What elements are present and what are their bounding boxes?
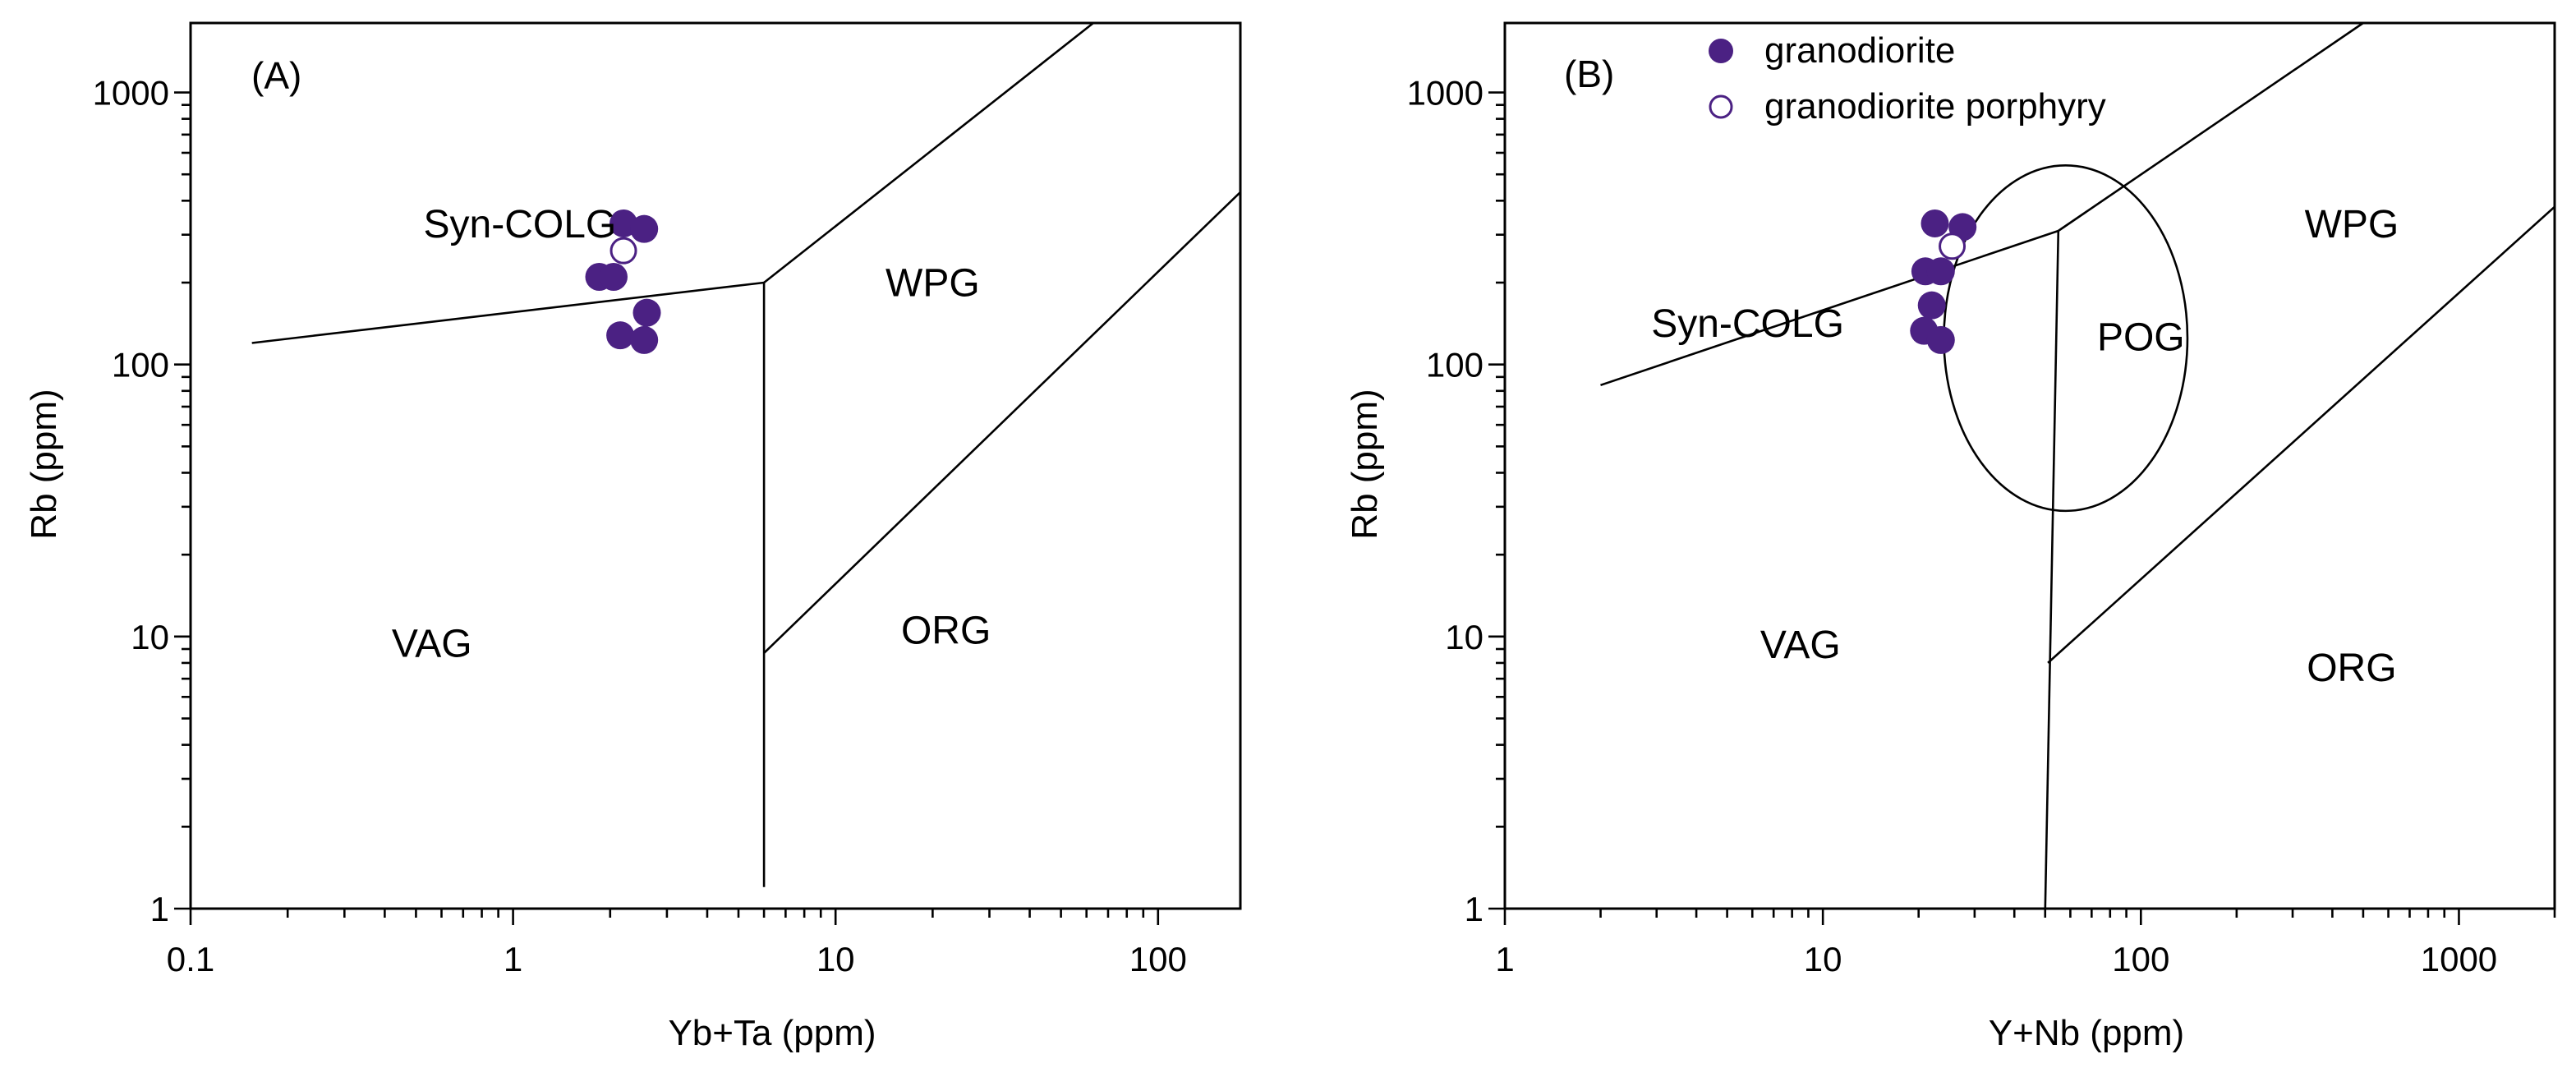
granodiorite-point [1926,257,1955,286]
x-tick-label: 100 [2112,940,2169,978]
y-axis-title: Rb (ppm) [1345,389,1385,539]
field-labels: Syn-COLG WPG VAG ORG [392,203,991,665]
field-boundary-line [251,281,765,344]
y-tick-label: 1 [150,890,169,928]
field-boundaries [1600,21,2555,909]
granodiorite-porphyry-point [1939,232,1966,260]
field-boundary-line [2047,205,2555,664]
legend-label-granodiorite: granodiorite [1764,30,1955,71]
granodiorite-porphyry-point [610,237,637,265]
field-boundary-line [763,21,1094,284]
y-axis-title: Rb (ppm) [24,389,64,539]
x-tick-label: 1 [1495,940,1514,978]
legend-marker-filled [1709,39,1733,63]
field-label-vag: VAG [392,623,472,666]
axis-ticks: 1 10 100 1000 1 10 100 1000 [1407,74,2556,978]
legend: granodiorite granodiorite porphyry [1709,30,2106,127]
field-label-wpg: WPG [886,261,980,305]
y-tick-label: 100 [1426,346,1484,384]
field-label-org: ORG [901,609,991,652]
y-tick-label: 1 [1465,890,1484,928]
granodiorite-point [606,321,635,350]
panel-b: 1 10 100 1000 1 10 100 1000 Syn-COLG WPG POG VAG OR… [1345,21,2556,1053]
field-label-syn-colg: Syn-COLG [1651,302,1844,346]
granodiorite-point [1920,209,1949,237]
field-boundary-line [2058,21,2364,232]
x-tick-label: 1 [504,940,522,978]
panel-label: (A) [251,54,301,97]
field-label-vag: VAG [1760,624,1841,667]
x-tick-label: 1000 [2421,940,2497,978]
field-label-syn-colg: Syn-COLG [424,203,617,246]
x-tick-label: 100 [1129,940,1187,978]
y-tick-label: 1000 [93,74,169,113]
data-points [1910,209,1977,354]
field-boundaries [251,21,1241,887]
x-axis-title: Yb+Ta (ppm) [668,1013,876,1053]
axis-ticks: 0.1 1 10 100 1 10 100 1000 [93,74,1187,978]
granodiorite-point [632,298,661,327]
field-boundary-line [1600,229,2059,387]
granodiorite-point [630,214,659,243]
x-tick-label: 10 [1804,940,1842,978]
field-label-pog: POG [2097,316,2185,360]
legend-label-granodiorite-porphyry: granodiorite porphyry [1764,86,2106,127]
panel-label: (B) [1564,53,1614,95]
plot-frame [189,21,1242,910]
panel-a: 0.1 1 10 100 1 10 100 1000 Syn-COLG WPG VAG ORG (A… [24,21,1242,1053]
granodiorite-point [599,262,628,291]
data-points [585,209,661,354]
granodiorite-point [630,325,659,354]
y-tick-label: 1000 [1407,74,1484,113]
y-tick-label: 100 [112,346,169,384]
x-tick-label: 0.1 [167,940,214,978]
y-tick-label: 10 [1445,618,1484,656]
plot-frame [1503,21,2556,910]
field-label-wpg: WPG [2305,203,2399,246]
granodiorite-point [1926,325,1955,354]
field-boundary-line [2044,230,2060,909]
field-labels: Syn-COLG WPG POG VAG ORG [1651,203,2399,690]
granodiorite-point [1917,291,1946,320]
x-axis-title: Y+Nb (ppm) [1989,1013,2184,1053]
x-tick-label: 10 [816,940,855,978]
y-tick-label: 10 [131,618,169,656]
field-label-org: ORG [2307,647,2396,690]
field-boundary-line [763,191,1241,654]
legend-marker-open [1709,94,1733,119]
